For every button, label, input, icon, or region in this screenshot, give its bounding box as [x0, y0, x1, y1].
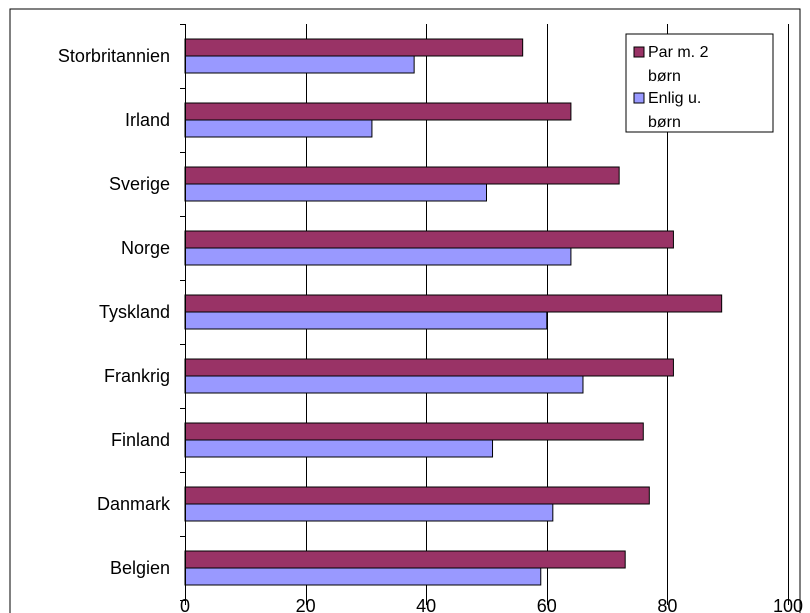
legend-label: børn [648, 68, 681, 85]
bar [184, 119, 373, 138]
legend-label: børn [648, 114, 681, 131]
x-tick-label: 0 [180, 596, 190, 613]
bar [184, 375, 584, 394]
bar [184, 486, 650, 505]
x-tick-label: 60 [537, 596, 557, 613]
bar [184, 102, 572, 121]
x-tick-label: 100 [773, 596, 803, 613]
bar [184, 166, 620, 185]
legend-label: Par m. 2 [648, 44, 709, 61]
bar [184, 550, 626, 569]
bar [184, 311, 548, 330]
category-label: Irland [125, 110, 170, 130]
bars [184, 38, 723, 586]
bar [184, 358, 674, 377]
category-label: Danmark [97, 494, 171, 514]
chart-frame [9, 8, 801, 613]
category-label: Finland [111, 430, 170, 450]
bar [184, 567, 542, 586]
category-label: Tyskland [99, 302, 170, 322]
x-tick-label: 40 [416, 596, 436, 613]
legend-box [625, 33, 774, 133]
category-label: Sverige [109, 174, 170, 194]
category-label: Frankrig [104, 366, 170, 386]
bar [184, 55, 415, 74]
bar [184, 294, 723, 313]
bar [184, 230, 674, 249]
legend-swatch [633, 46, 645, 58]
x-tick-label: 20 [296, 596, 316, 613]
bar [184, 247, 572, 266]
bar [184, 183, 487, 202]
category-label: Norge [121, 238, 170, 258]
bar [184, 422, 644, 441]
legend-swatch [633, 92, 645, 104]
legend-label: Enlig u. [648, 90, 701, 107]
labels: Storbritannien Irland Sverige Norge Tyskland… [58, 46, 803, 613]
axes [9, 8, 801, 613]
x-tick-label: 80 [657, 596, 677, 613]
category-label: Storbritannien [58, 46, 170, 66]
bar [184, 439, 494, 458]
legend: Par m. 2 børn Enlig u. børn [625, 33, 774, 133]
category-label: Belgien [110, 558, 170, 578]
bar [184, 503, 554, 522]
bar [184, 38, 524, 57]
